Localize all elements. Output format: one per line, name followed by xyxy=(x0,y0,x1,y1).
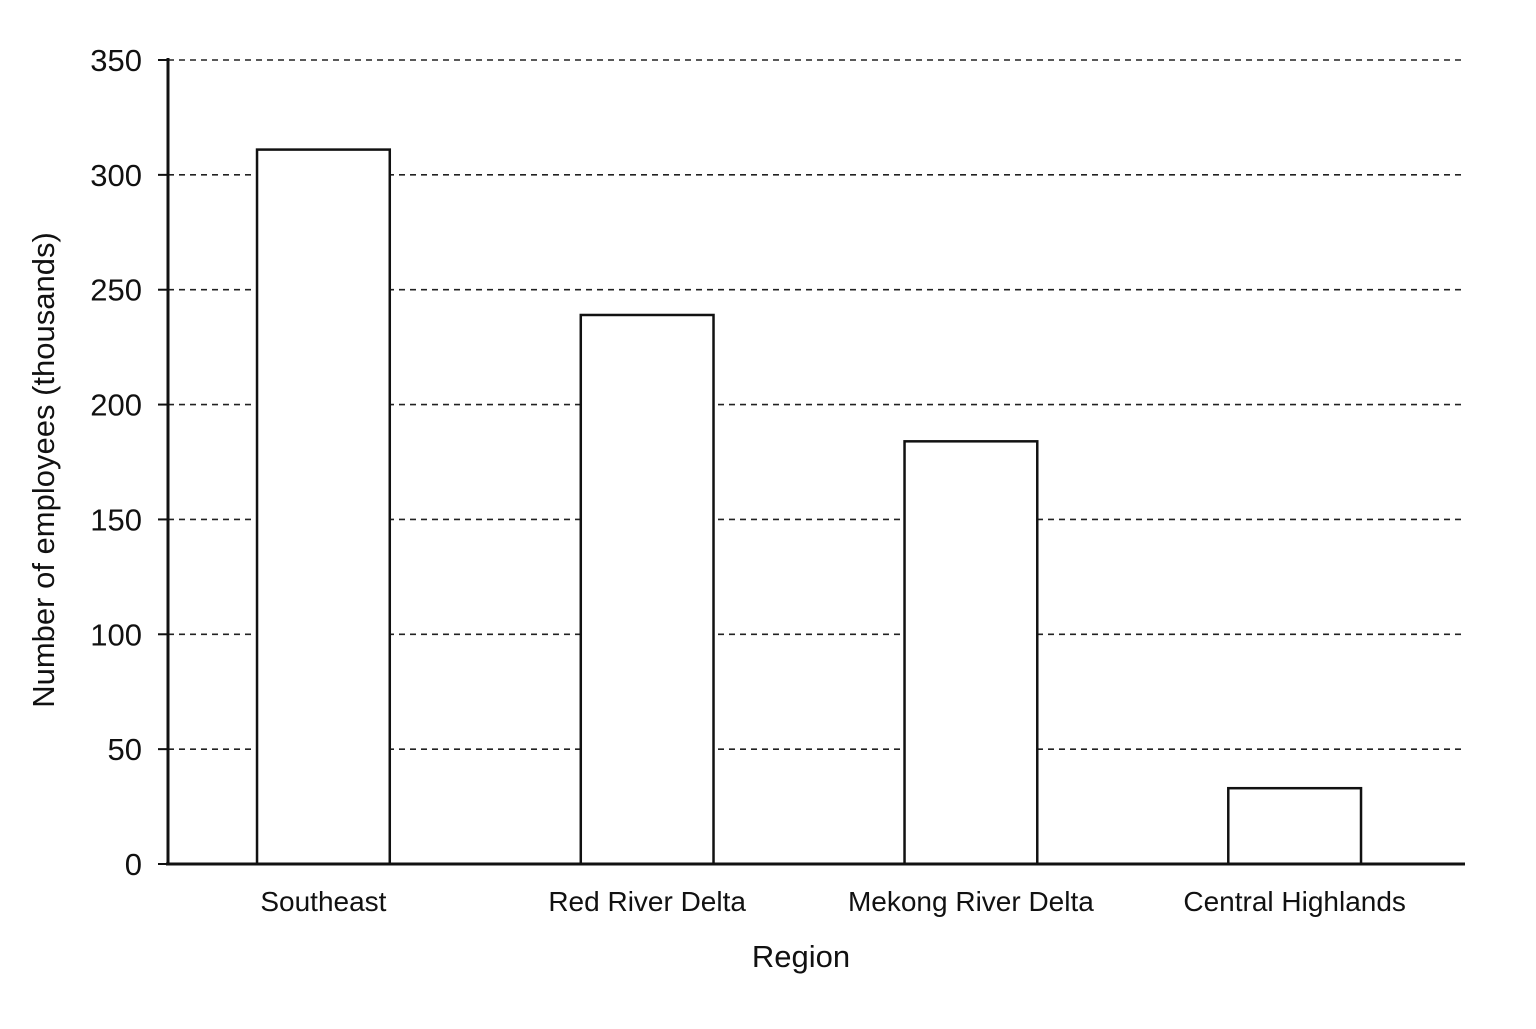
y-tick-label: 300 xyxy=(90,158,142,193)
x-tick-labels: Southeast Red River Delta Mekong River Del… xyxy=(260,886,1406,917)
bar xyxy=(903,440,1039,866)
y-tick-label: 0 xyxy=(125,847,142,882)
x-tick-label: Central Highlands xyxy=(1183,886,1406,917)
gridlines xyxy=(168,59,1463,750)
y-tick-label: 150 xyxy=(90,502,142,537)
bars xyxy=(255,148,1363,866)
y-tick-labels: 0 50 100 150 200 250 300 350 xyxy=(90,43,168,882)
x-tick-label: Southeast xyxy=(260,886,386,917)
bar xyxy=(579,313,715,866)
y-tick-label: 350 xyxy=(90,43,142,78)
y-axis-title: Number of employees (thousands) xyxy=(26,232,61,708)
bar xyxy=(255,148,392,866)
y-tick-label: 50 xyxy=(108,732,142,767)
x-tick-label: Mekong River Delta xyxy=(848,886,1094,917)
x-axis-title: Region xyxy=(752,939,850,974)
y-tick-label: 250 xyxy=(90,273,142,308)
axes xyxy=(166,58,1465,866)
y-tick-label: 200 xyxy=(90,388,142,423)
y-tick-label: 100 xyxy=(90,617,142,652)
bar xyxy=(1227,786,1363,866)
x-tick-label: Red River Delta xyxy=(548,886,746,917)
